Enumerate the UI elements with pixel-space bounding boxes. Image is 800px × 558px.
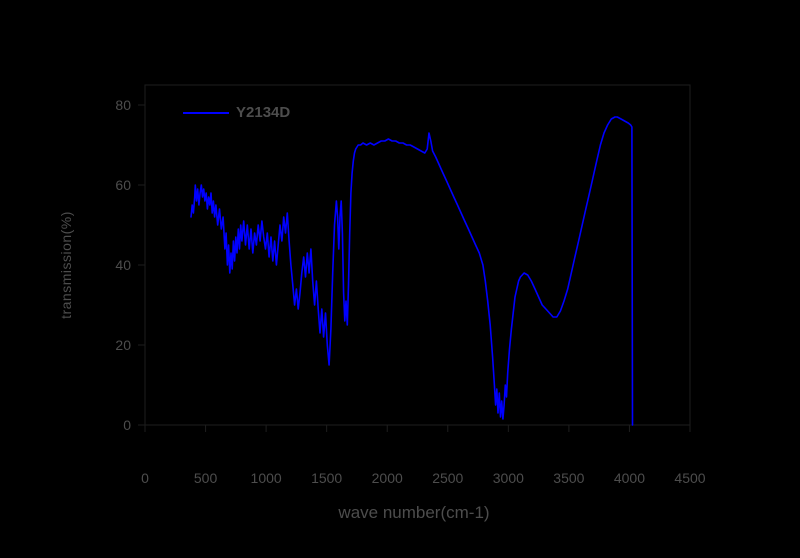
plot-frame [144, 84, 691, 426]
x-tick-label: 3000 [493, 470, 524, 486]
x-tick-label: 2500 [432, 470, 463, 486]
x-axis-title: wave number(cm-1) [338, 503, 490, 522]
y-tick-label: 80 [115, 97, 131, 113]
x-tick-label: 2000 [372, 470, 403, 486]
legend-series-label: Y2134D [236, 104, 291, 121]
x-tick-label: 4500 [674, 470, 705, 486]
x-tick-label: 1000 [251, 470, 282, 486]
legend-line-swatch [183, 111, 229, 114]
x-tick-label: 1500 [311, 470, 342, 486]
legend: Y2134D [183, 104, 290, 121]
y-tick-label: 60 [115, 177, 131, 193]
series-line [190, 116, 634, 426]
y-tick-label: 40 [115, 257, 131, 273]
y-tick-label: 20 [115, 337, 131, 353]
y-axis-title: transmission(%) [58, 211, 74, 319]
x-tick-label: 0 [141, 470, 149, 486]
x-tick-label: 3500 [553, 470, 584, 486]
y-tick-label: 0 [123, 417, 131, 433]
x-tick-label: 4000 [614, 470, 645, 486]
x-tick-label: 500 [194, 470, 218, 486]
